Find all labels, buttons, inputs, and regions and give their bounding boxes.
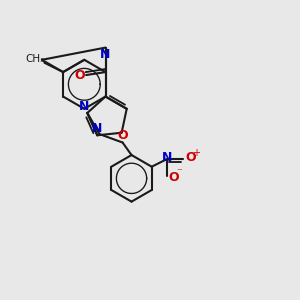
Text: N: N <box>100 48 111 61</box>
Text: N: N <box>79 100 89 113</box>
Text: O: O <box>74 68 85 82</box>
Text: N: N <box>161 151 172 164</box>
Text: N: N <box>92 122 103 135</box>
Text: O: O <box>117 129 128 142</box>
Text: +: + <box>193 148 200 158</box>
Text: O: O <box>168 171 178 184</box>
Text: ⁻: ⁻ <box>176 168 182 178</box>
Text: CH₃: CH₃ <box>26 54 45 64</box>
Text: O: O <box>185 151 196 164</box>
